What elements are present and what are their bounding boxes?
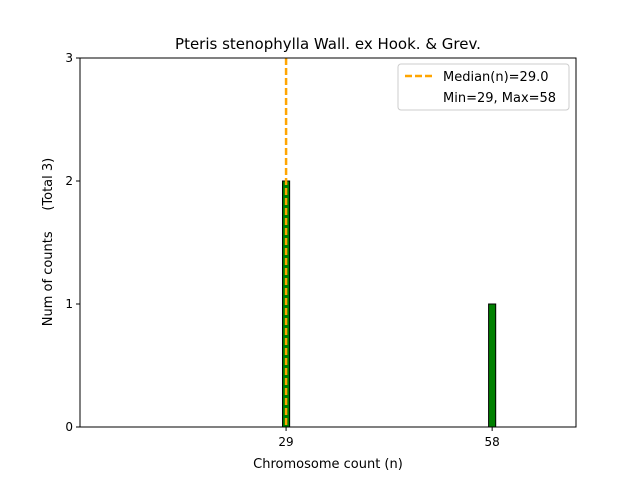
y-tick-label: 2: [65, 174, 73, 188]
legend-minmax-label: Min=29, Max=58: [443, 91, 556, 106]
plot-frame: [79, 57, 577, 428]
y-tick-label: 3: [65, 51, 73, 65]
legend-box: [397, 63, 570, 111]
y-axis-label: Num of counts (Total 3): [41, 158, 56, 326]
legend: Median(n)=29.0 Min=29, Max=58: [397, 63, 570, 111]
chart-title: Pteris stenophylla Wall. ex Hook. & Grev…: [175, 35, 481, 53]
legend-median-label: Median(n)=29.0: [443, 70, 549, 85]
y-tick-label: 1: [65, 297, 73, 311]
histogram-bar: [488, 303, 497, 428]
y-tick-label: 0: [65, 420, 73, 434]
x-tick-label: 58: [485, 435, 500, 449]
x-tick-label: 29: [278, 435, 293, 449]
x-axis-label: Chromosome count (n): [253, 457, 403, 472]
